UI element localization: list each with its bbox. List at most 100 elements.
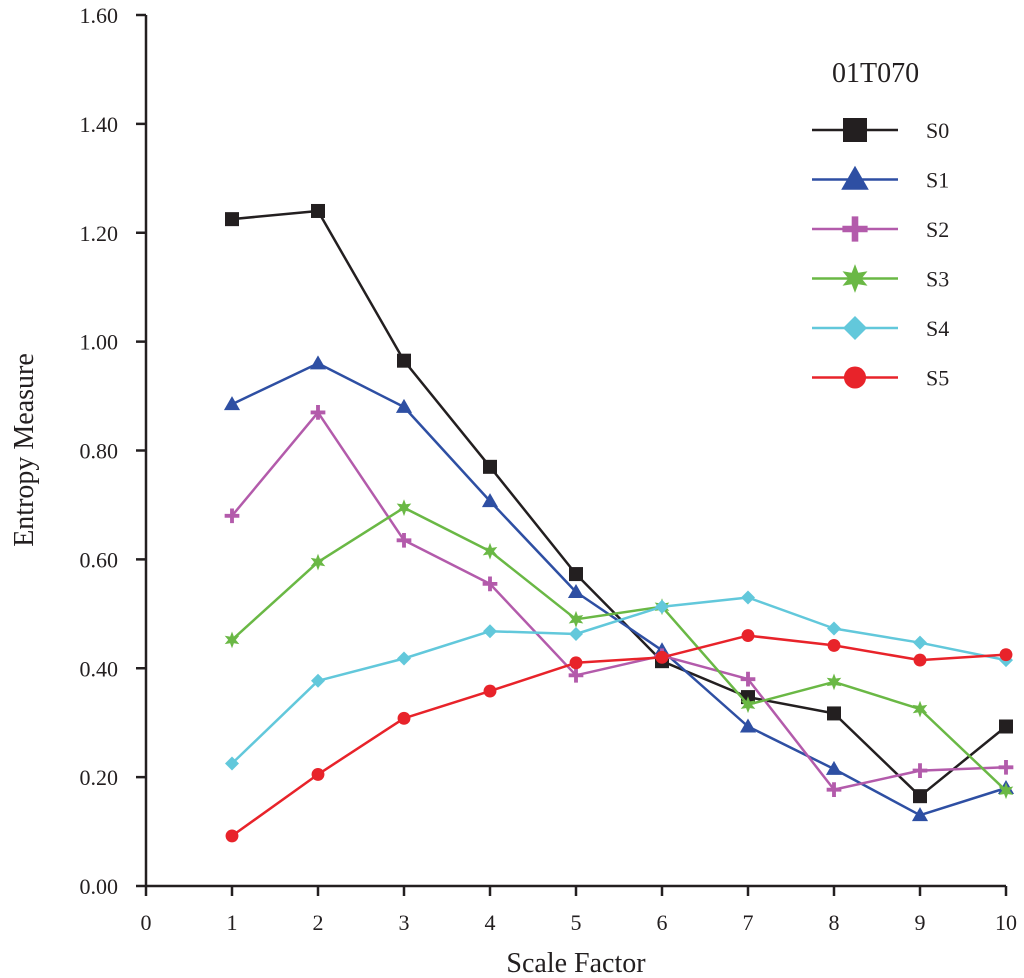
x-axis-title: Scale Factor — [506, 948, 646, 978]
x-tick-label: 2 — [313, 910, 324, 935]
data-point-s2 — [740, 671, 756, 687]
y-tick-label: 1.00 — [80, 330, 119, 355]
data-point-s1 — [223, 396, 241, 411]
data-point-s4 — [741, 590, 755, 605]
data-point-s0 — [225, 212, 239, 227]
data-point-s3 — [740, 696, 756, 714]
series-line-s1 — [231, 362, 1007, 817]
data-point-s1 — [481, 493, 499, 508]
series-s2 — [224, 405, 1014, 797]
y-axis-title: Entropy Measure — [9, 353, 40, 547]
legend-label-s0: S0 — [926, 118, 949, 143]
data-point-s5 — [913, 653, 927, 667]
data-point-s3 — [224, 631, 240, 649]
legend-title: 01T070 — [832, 58, 919, 89]
data-point-s0 — [827, 706, 841, 721]
data-point-s3 — [310, 553, 326, 571]
legend-item-s2: S2 — [812, 216, 949, 242]
data-point-s4 — [483, 624, 497, 639]
series-s0 — [225, 203, 1013, 804]
data-point-s2 — [826, 782, 842, 797]
x-tick-label: 7 — [743, 910, 754, 935]
data-point-s4 — [913, 635, 927, 650]
y-tick-label: 0.60 — [80, 547, 119, 572]
y-ticks: 0.00 0.20 0.40 0.60 0.80 1.00 1.20 1.40 1.60 — [80, 3, 146, 899]
x-tick-label: 8 — [829, 910, 840, 935]
y-tick-label: 1.40 — [80, 112, 119, 137]
data-point-s5 — [827, 638, 841, 652]
data-point-s5 — [483, 684, 497, 698]
data-point-s0 — [397, 353, 411, 368]
legend-marker-s3 — [842, 264, 868, 293]
data-point-s5 — [999, 648, 1013, 662]
legend-label-s3: S3 — [926, 267, 949, 292]
x-tick-label: 9 — [915, 910, 926, 935]
y-tick-label: 0.40 — [80, 656, 119, 681]
legend-item-s0: S0 — [812, 118, 949, 143]
data-point-s3 — [912, 700, 928, 718]
legend-marker-s5 — [843, 366, 867, 389]
data-point-s3 — [998, 782, 1014, 800]
legend-marker-s0 — [843, 118, 867, 142]
series-line-s5 — [231, 634, 1007, 837]
data-point-s1 — [567, 583, 585, 598]
data-point-s2 — [224, 508, 240, 524]
data-point-s5 — [311, 767, 325, 781]
data-point-s4 — [225, 756, 239, 771]
data-point-s0 — [569, 567, 583, 582]
series-line-s3 — [231, 506, 1007, 792]
data-point-s4 — [569, 626, 583, 641]
series-line-s2 — [231, 411, 1007, 791]
data-point-s0 — [483, 459, 497, 474]
legend-label-s4: S4 — [926, 316, 949, 341]
legend-item-s1: S1 — [812, 165, 949, 193]
legend-item-s3: S3 — [812, 264, 949, 293]
data-point-s0 — [999, 719, 1013, 734]
y-tick-label: 1.60 — [80, 3, 119, 28]
series-s5 — [225, 629, 1013, 843]
x-tick-label: 1 — [227, 910, 238, 935]
data-point-s3 — [826, 673, 842, 691]
x-tick-label: 5 — [571, 910, 582, 935]
data-point-s3 — [396, 499, 412, 517]
legend-label-s5: S5 — [926, 366, 949, 391]
data-point-s2 — [396, 532, 412, 548]
data-point-s1 — [395, 398, 413, 413]
legend-marker-s4 — [843, 316, 867, 340]
y-tick-label: 1.20 — [80, 221, 119, 246]
x-tick-label: 6 — [657, 910, 668, 935]
data-point-s0 — [311, 203, 325, 218]
data-point-s2 — [310, 405, 326, 420]
x-tick-label: 0 — [141, 910, 152, 935]
data-point-s5 — [655, 650, 669, 664]
data-point-s0 — [913, 789, 927, 804]
x-ticks: 0 1 2 3 4 5 6 7 8 9 10 — [141, 886, 1017, 935]
data-point-s5 — [569, 656, 583, 670]
legend-label-s1: S1 — [926, 168, 949, 193]
data-point-s4 — [655, 599, 669, 614]
data-point-s1 — [309, 355, 327, 370]
data-point-s3 — [482, 542, 498, 560]
legend-marker-s2 — [842, 216, 868, 242]
data-point-s2 — [998, 759, 1014, 775]
legend-item-s5: S5 — [812, 366, 949, 391]
data-point-s1 — [911, 807, 929, 822]
legend-item-s4: S4 — [812, 316, 949, 341]
data-point-s2 — [482, 576, 498, 592]
y-tick-label: 0.80 — [80, 439, 119, 464]
data-point-s5 — [397, 711, 411, 725]
series-line-s4 — [231, 596, 1007, 765]
data-point-s1 — [825, 760, 843, 775]
y-tick-label: 0.20 — [80, 765, 119, 790]
series-line-s0 — [231, 209, 1007, 798]
legend-marker-s1 — [841, 165, 869, 190]
y-tick-label: 0.00 — [80, 874, 119, 899]
legend: 01T070 S0 S1 S2 S3 S4 S5 — [812, 58, 949, 391]
data-point-s1 — [739, 718, 757, 733]
data-point-s4 — [827, 621, 841, 636]
series-group — [223, 203, 1015, 843]
x-tick-label: 3 — [399, 910, 410, 935]
legend-label-s2: S2 — [926, 217, 949, 242]
data-point-s3 — [568, 610, 584, 628]
